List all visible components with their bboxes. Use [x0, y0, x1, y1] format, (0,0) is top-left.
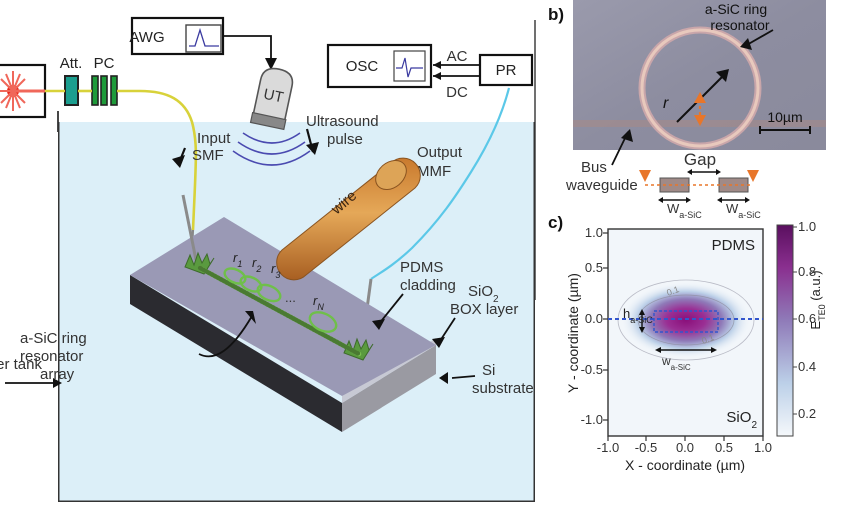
svg-text:0.2: 0.2 — [798, 406, 816, 421]
svg-text:Gap: Gap — [684, 150, 716, 169]
svg-text:b): b) — [548, 5, 564, 24]
svg-text:MMF: MMF — [417, 163, 451, 180]
svg-text:PC: PC — [94, 55, 115, 72]
svg-text:0.5: 0.5 — [715, 440, 733, 455]
svg-text:Wa-SiC: Wa-SiC — [726, 201, 761, 220]
svg-text:Y - coordinate (µm): Y - coordinate (µm) — [565, 273, 581, 393]
svg-text:PDMS: PDMS — [400, 259, 443, 276]
svg-text:Bus: Bus — [581, 159, 607, 176]
svg-text:Si: Si — [482, 362, 495, 379]
svg-text:Input: Input — [197, 130, 231, 147]
svg-text:a-SiC ring: a-SiC ring — [20, 330, 87, 347]
svg-text:-0.5: -0.5 — [581, 362, 603, 377]
svg-text:...: ... — [285, 290, 296, 305]
svg-text:10µm: 10µm — [767, 109, 802, 125]
svg-text:Att.: Att. — [60, 55, 83, 72]
svg-text:AC: AC — [447, 48, 468, 65]
svg-text:X - coordinate (µm): X - coordinate (µm) — [625, 457, 745, 473]
svg-text:BOX layer: BOX layer — [450, 301, 518, 318]
svg-text:DC: DC — [446, 84, 468, 101]
svg-text:a-SiC ring: a-SiC ring — [705, 1, 767, 17]
svg-text:resonator: resonator — [20, 348, 83, 365]
svg-text:c): c) — [548, 213, 563, 232]
svg-text:array: array — [40, 366, 75, 383]
svg-text:pulse: pulse — [327, 131, 363, 148]
svg-text:resonator: resonator — [710, 17, 769, 33]
svg-text:substrate: substrate — [472, 380, 534, 397]
svg-text:-0.5: -0.5 — [635, 440, 657, 455]
svg-text:SMF: SMF — [192, 147, 224, 164]
svg-text:0.0: 0.0 — [585, 311, 603, 326]
svg-text:OSC: OSC — [346, 58, 379, 75]
svg-text:Ultrasound: Ultrasound — [306, 113, 379, 130]
svg-text:1.0: 1.0 — [585, 225, 603, 240]
svg-text:0.4: 0.4 — [798, 359, 816, 374]
svg-text:0.0: 0.0 — [676, 440, 694, 455]
svg-text:Wa-SiC: Wa-SiC — [667, 201, 702, 220]
svg-text:1.0: 1.0 — [798, 219, 816, 234]
svg-text:PDMS: PDMS — [712, 237, 755, 254]
svg-text:1.0: 1.0 — [754, 440, 772, 455]
svg-text:0.5: 0.5 — [585, 260, 603, 275]
svg-text:r: r — [663, 95, 669, 112]
svg-text:-1.0: -1.0 — [581, 412, 603, 427]
svg-text:PR: PR — [496, 62, 517, 79]
svg-text:-1.0: -1.0 — [597, 440, 619, 455]
svg-text:cladding: cladding — [400, 277, 456, 294]
svg-text:AWG: AWG — [129, 29, 164, 46]
svg-text:waveguide: waveguide — [565, 177, 638, 194]
svg-text:Output: Output — [417, 144, 463, 161]
